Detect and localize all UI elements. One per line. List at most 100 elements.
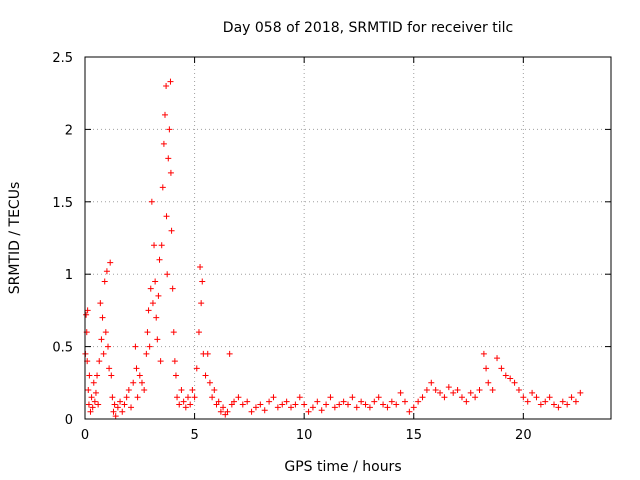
data-point (112, 413, 119, 420)
data-point (458, 394, 465, 401)
data-point (202, 372, 209, 379)
data-point (211, 387, 218, 394)
x-tick-label: 10 (296, 428, 313, 443)
data-point (89, 404, 96, 411)
data-point (146, 343, 153, 350)
data-point (489, 387, 496, 394)
data-point (134, 394, 141, 401)
data-point (94, 372, 101, 379)
data-point (159, 184, 166, 191)
x-axis-label: GPS time / hours (284, 459, 401, 475)
data-point (248, 408, 255, 415)
data-point (406, 408, 413, 415)
data-point (97, 300, 104, 307)
data-point (160, 140, 167, 147)
data-point (197, 263, 204, 270)
data-point (415, 398, 422, 405)
data-point (572, 398, 579, 405)
data-point (156, 256, 163, 263)
data-point (301, 401, 308, 408)
data-point (502, 372, 509, 379)
data-point (155, 292, 162, 299)
data-point (172, 372, 179, 379)
data-points (82, 78, 584, 420)
data-point (128, 404, 135, 411)
data-point (209, 394, 216, 401)
data-point (437, 389, 444, 396)
data-point (169, 285, 176, 292)
data-point (136, 372, 143, 379)
data-point (336, 401, 343, 408)
data-point (91, 398, 98, 405)
data-point (231, 398, 238, 405)
data-point (163, 82, 170, 89)
data-point (167, 169, 174, 176)
data-point (143, 350, 150, 357)
data-point (121, 401, 128, 408)
data-point (349, 394, 356, 401)
y-tick-label: 2 (65, 123, 73, 138)
data-point (529, 389, 536, 396)
data-point (375, 394, 382, 401)
data-point (84, 307, 91, 314)
data-point (494, 355, 501, 362)
data-point (366, 404, 373, 411)
data-point (515, 387, 522, 394)
data-point (187, 401, 194, 408)
data-point (323, 401, 330, 408)
data-point (83, 311, 90, 318)
data-point (483, 365, 490, 372)
data-point (309, 404, 316, 411)
data-point (520, 394, 527, 401)
data-point (87, 408, 94, 415)
data-point (96, 358, 103, 365)
plot-frame (84, 56, 612, 420)
data-point (252, 404, 259, 411)
data-point (215, 398, 222, 405)
data-point (463, 398, 470, 405)
data-point (101, 278, 108, 285)
x-tick-label: 0 (81, 428, 89, 443)
data-point (123, 394, 130, 401)
data-point (235, 394, 242, 401)
data-point (99, 314, 106, 321)
data-point (270, 394, 277, 401)
data-point (296, 394, 303, 401)
data-point (288, 404, 295, 411)
data-point (467, 389, 474, 396)
y-tick-label: 2.5 (52, 51, 73, 66)
data-point (157, 358, 164, 365)
data-point (318, 407, 325, 414)
data-point (450, 389, 457, 396)
data-point (397, 389, 404, 396)
data-point (193, 365, 200, 372)
y-axis-label: SRMTID / TECUs (7, 182, 23, 295)
data-point (154, 336, 161, 343)
data-point (170, 329, 177, 336)
data-point (266, 398, 273, 405)
y-tick-label: 0 (65, 413, 73, 428)
data-point (480, 350, 487, 357)
data-point (226, 350, 233, 357)
data-point (114, 404, 121, 411)
data-point (130, 379, 137, 386)
data-point (327, 394, 334, 401)
data-point (174, 394, 181, 401)
data-point (257, 401, 264, 408)
grid (85, 57, 611, 419)
data-point (371, 398, 378, 405)
data-point (125, 387, 132, 394)
data-point (189, 387, 196, 394)
data-point (410, 404, 417, 411)
data-point (163, 213, 170, 220)
data-point (132, 343, 139, 350)
data-point (164, 271, 171, 278)
data-point (167, 78, 174, 85)
data-point (191, 394, 198, 401)
data-point (117, 398, 124, 405)
data-point (454, 387, 461, 394)
data-point (168, 227, 175, 234)
data-point (568, 394, 575, 401)
data-point (428, 379, 435, 386)
data-point (358, 398, 365, 405)
